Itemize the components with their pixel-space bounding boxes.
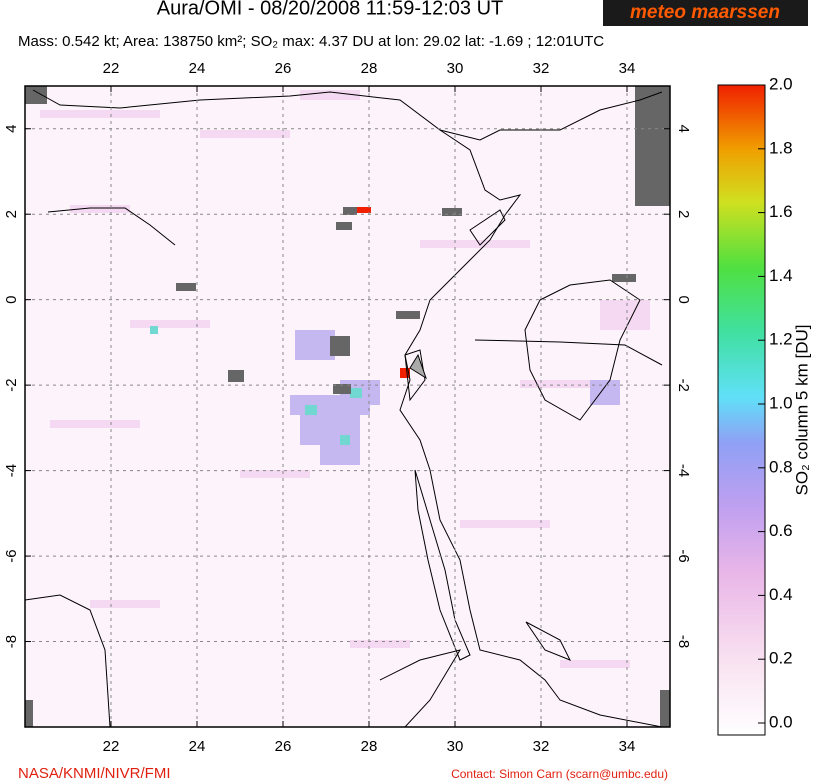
- colorbar-tick-label: 2.0: [769, 74, 793, 93]
- colorbar: [717, 84, 766, 736]
- y-tick-label: -6: [3, 549, 20, 562]
- x-tick-label: 34: [619, 738, 636, 755]
- x-tick-label: 30: [447, 738, 464, 755]
- logo: meteo maarssen: [630, 2, 780, 23]
- x-tick-label: 28: [361, 60, 378, 77]
- x-tick-label: 26: [275, 60, 292, 77]
- colorbar-tick-label: 0.6: [769, 521, 793, 540]
- y-tick-label: 2: [675, 210, 692, 218]
- y-tick-label: -8: [3, 635, 20, 648]
- y-tick-label: -4: [3, 464, 20, 477]
- x-tick-label: 34: [619, 60, 636, 77]
- contact: Contact: Simon Carn (scarn@umbc.edu): [451, 767, 668, 781]
- y-tick-label: 4: [675, 125, 692, 133]
- y-tick-label: 2: [3, 210, 20, 218]
- colorbar-tick-label: 0.4: [769, 585, 793, 604]
- so2-pixel-red: [357, 207, 371, 213]
- x-tick-label: 32: [533, 738, 550, 755]
- colorbar-tick-label: 1.8: [769, 138, 793, 157]
- x-tick-label: 28: [361, 738, 378, 755]
- x-tick-label: 26: [275, 738, 292, 755]
- so2-background-pixels: [40, 90, 650, 668]
- so2-strong-pixels: [150, 326, 362, 445]
- y-tick-label: 4: [3, 125, 20, 133]
- x-tick-label: 24: [189, 60, 206, 77]
- y-tick-label: -6: [675, 549, 692, 562]
- map-frame: [24, 85, 671, 728]
- colorbar-tick-label: 0.2: [769, 649, 793, 668]
- coastlines-borders: [25, 89, 663, 727]
- title: Aura/OMI - 08/20/2008 11:59-12:03 UT: [157, 0, 504, 19]
- y-tick-label: -2: [675, 378, 692, 391]
- colorbar-tick-label: 1.4: [769, 266, 793, 285]
- colorbar-tick-label: 1.0: [769, 393, 793, 412]
- map-field: [25, 86, 670, 727]
- y-tick-label: -4: [675, 464, 692, 477]
- x-tick-label: 24: [189, 738, 206, 755]
- colorbar-tick-label: 0.8: [769, 457, 793, 476]
- y-tick-label: -2: [3, 378, 20, 391]
- x-tick-label: 22: [103, 60, 120, 77]
- grid: [25, 86, 670, 727]
- y-tick-label: 0: [675, 295, 692, 303]
- logo-box: [603, 0, 808, 26]
- colorbar-tick-label: 0.0: [769, 712, 793, 731]
- subtitle: Mass: 0.542 kt; Area: 138750 km²; SO₂ ma…: [18, 33, 604, 50]
- colorbar-label: SO₂ column 5 km [DU]: [792, 325, 811, 496]
- y-tick-label: 0: [3, 295, 20, 303]
- credit: NASA/KNMI/NIVR/FMI: [18, 765, 171, 782]
- so2-max-pixel: [400, 368, 410, 378]
- missing-data: [25, 86, 670, 727]
- colorbar-tick-label: 1.6: [769, 202, 793, 221]
- x-tick-label: 30: [447, 60, 464, 77]
- y-tick-label: -8: [675, 635, 692, 648]
- colorbar-tick-label: 1.2: [769, 330, 793, 349]
- x-tick-label: 32: [533, 60, 550, 77]
- x-tick-label: 22: [103, 738, 120, 755]
